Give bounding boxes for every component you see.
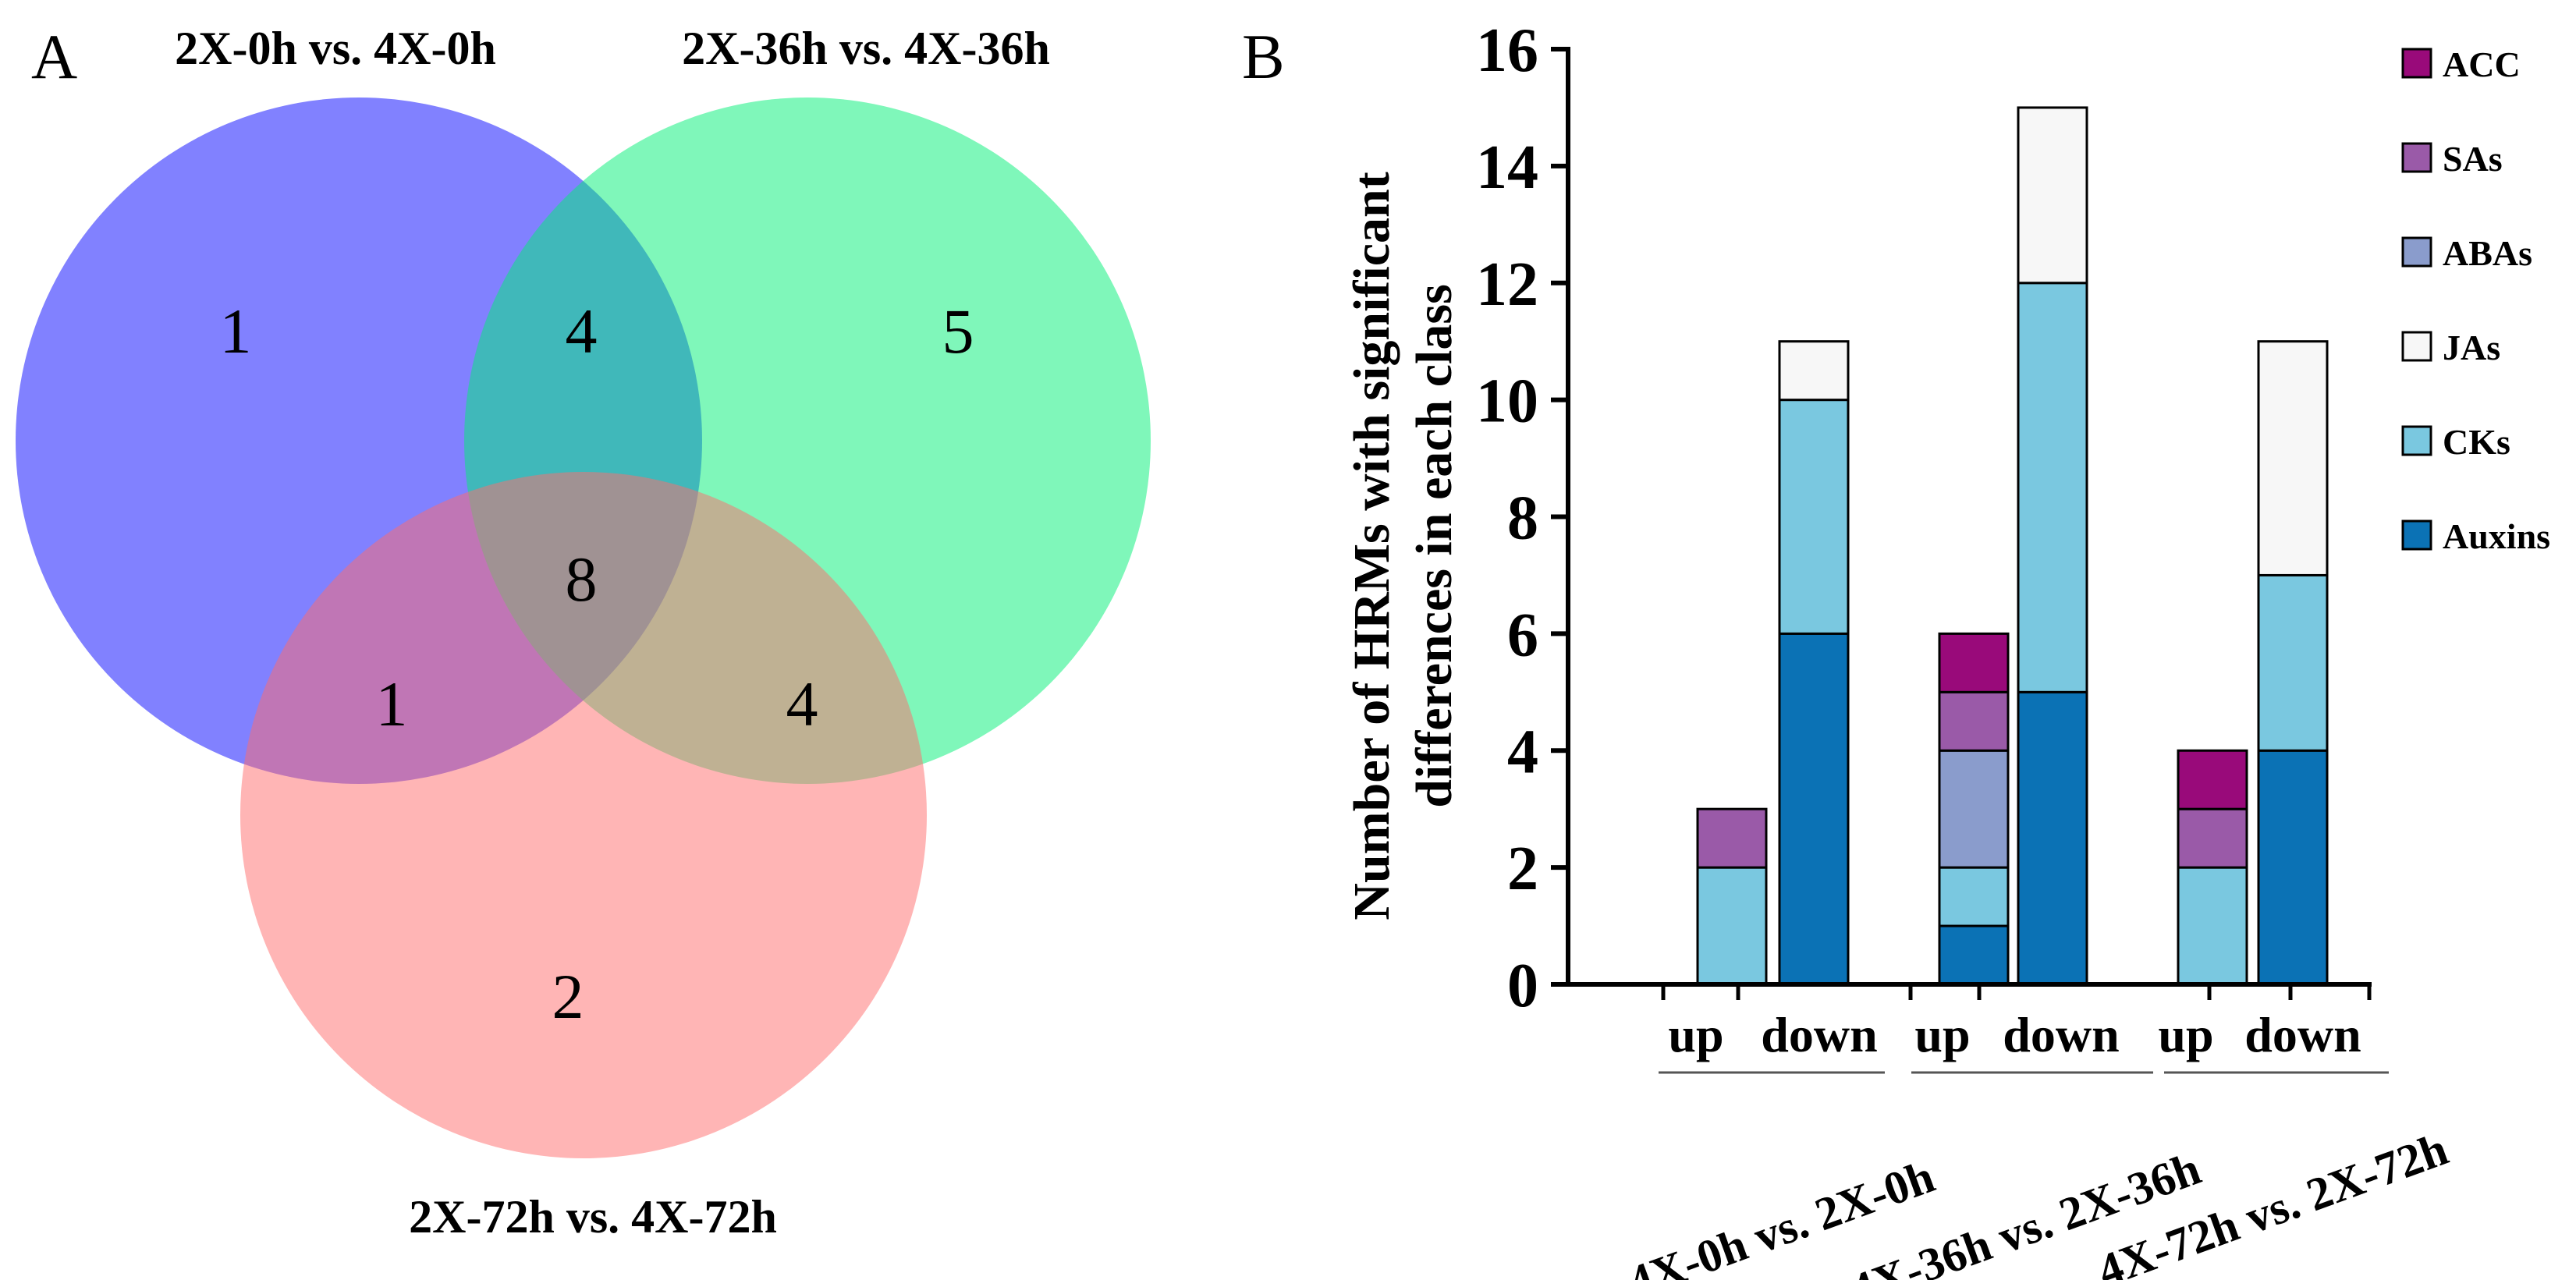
y-axis-title-line-2: differences in each class bbox=[1406, 284, 1463, 808]
legend-label-acc: ACC bbox=[2443, 44, 2521, 84]
y-tick-label: 12 bbox=[1476, 250, 1538, 319]
bar-segment-auxins bbox=[2257, 749, 2329, 986]
bar-segment-auxins bbox=[2017, 690, 2088, 986]
bar-segment-sas bbox=[1696, 807, 1768, 869]
bar-segment-cks bbox=[2177, 866, 2248, 986]
venn-set-title-2x36h: 2X-36h vs. 4X-36h bbox=[682, 23, 1050, 74]
legend-label-cks: CKs bbox=[2443, 422, 2510, 462]
x-axis-ticks bbox=[1661, 984, 2372, 1000]
legend-swatch-acc bbox=[2401, 48, 2432, 79]
legend-swatch-sas bbox=[2401, 142, 2432, 173]
bar-segment-cks bbox=[2257, 573, 2329, 752]
y-tick-label: 16 bbox=[1476, 16, 1538, 85]
legend: ACC SAs ABAs JAs CKs Auxins bbox=[2401, 44, 2550, 556]
bar-segment-cks bbox=[1778, 399, 1850, 635]
y-axis-title-line-1: Number of HRMs with significant bbox=[1343, 172, 1400, 920]
legend-label-abas: ABAs bbox=[2443, 233, 2532, 273]
bar-label-up: up bbox=[1668, 1007, 1723, 1062]
legend-swatch-auxins bbox=[2401, 519, 2432, 551]
legend-swatch-jas bbox=[2401, 331, 2432, 362]
bar-segment-acc bbox=[1938, 632, 2010, 693]
y-tick-label: 10 bbox=[1476, 367, 1538, 436]
legend-label-auxins: Auxins bbox=[2443, 516, 2550, 556]
bar-segment-auxins bbox=[1938, 924, 2010, 986]
venn-count-only-2x0h: 1 bbox=[220, 296, 252, 367]
bar-segment-sas bbox=[1938, 690, 2010, 752]
y-tick-label: 4 bbox=[1507, 718, 1538, 786]
y-tick-label: 0 bbox=[1507, 952, 1538, 1020]
venn-count-2x36h-2x72h: 4 bbox=[786, 668, 818, 739]
legend-label-jas: JAs bbox=[2443, 328, 2500, 367]
bar-segment-auxins bbox=[1778, 632, 1850, 986]
bar-label-up: up bbox=[1914, 1007, 1970, 1062]
venn-panel: A 2X-0h vs. 4X-0h 2X-36h vs. 4X-36h 2X-7… bbox=[16, 21, 1151, 1243]
bar-label-down: down bbox=[1761, 1007, 1877, 1062]
y-tick-label: 6 bbox=[1507, 601, 1538, 669]
venn-count-2x0h-2x72h: 1 bbox=[376, 668, 408, 739]
bar-label-up: up bbox=[2158, 1007, 2213, 1062]
bar-segment-cks bbox=[1696, 866, 1768, 986]
venn-count-only-2x72h: 2 bbox=[552, 961, 584, 1032]
y-tick-label: 8 bbox=[1507, 484, 1538, 553]
venn-count-all: 8 bbox=[566, 544, 598, 615]
legend-swatch-cks bbox=[2401, 425, 2432, 456]
y-tick-label: 2 bbox=[1507, 835, 1538, 903]
venn-count-2x0h-2x36h: 4 bbox=[566, 296, 598, 367]
bar-segment-cks bbox=[1938, 866, 2010, 927]
y-tick-label: 14 bbox=[1476, 133, 1538, 202]
bar-segment-jas bbox=[2017, 106, 2088, 285]
bar-segment-jas bbox=[2257, 340, 2329, 576]
panel-a-label: A bbox=[31, 21, 77, 92]
panel-b-label: B bbox=[1242, 21, 1285, 92]
venn-circle-2x72h bbox=[240, 472, 927, 1158]
bar-segment-sas bbox=[2177, 807, 2248, 869]
legend-label-sas: SAs bbox=[2443, 139, 2503, 179]
bar-label-down: down bbox=[2003, 1007, 2119, 1062]
venn-count-only-2x36h: 5 bbox=[942, 296, 974, 367]
bar-segment-abas bbox=[1938, 749, 2010, 869]
bar-segment-jas bbox=[1778, 340, 1850, 402]
bars bbox=[1696, 106, 2329, 986]
bar-segment-acc bbox=[2177, 749, 2248, 810]
bar-segment-cks bbox=[2017, 282, 2088, 693]
legend-swatch-abas bbox=[2401, 236, 2432, 268]
y-axis-ticks: 0 2 4 6 8 10 12 14 16 bbox=[1476, 16, 1568, 1020]
venn-set-title-2x72h: 2X-72h vs. 4X-72h bbox=[409, 1191, 777, 1243]
bar-label-down: down bbox=[2244, 1007, 2361, 1062]
bar-chart-panel: B Number of HRMs with significant differ… bbox=[1242, 16, 2550, 1280]
venn-set-title-2x0h: 2X-0h vs. 4X-0h bbox=[175, 23, 496, 74]
